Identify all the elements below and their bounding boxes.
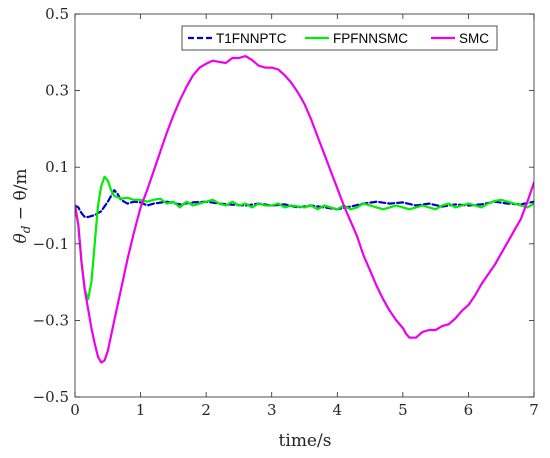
x-axis-label: time/s (279, 431, 332, 451)
y-axis-label-rest: − θ/m (11, 168, 31, 225)
x-tick-label: 7 (529, 401, 539, 419)
x-tick-label: 1 (136, 401, 146, 419)
legend-label-smc: SMC (459, 31, 489, 46)
series-line-fpfnnsmc (75, 175, 534, 301)
x-tick-label: 2 (201, 401, 211, 419)
y-axis-label: θd − θ/m (11, 168, 33, 243)
y-tick-label: 0.3 (45, 82, 69, 100)
x-tick-label: 0 (70, 401, 80, 419)
y-axis-label-theta: θ (11, 233, 31, 243)
y-tick-label: −0.1 (33, 235, 69, 253)
y-tick-label: 0.1 (45, 158, 69, 176)
legend-label-t1fnnptc: T1FNNPTC (216, 31, 287, 46)
y-tick-label: 0.5 (45, 5, 69, 23)
y-tick-label: −0.3 (33, 311, 69, 329)
legend: T1FNNPTC FPFNNSMC SMC (181, 25, 498, 51)
y-tick-label: −0.5 (33, 388, 69, 406)
series-line-t1fnnptc (75, 189, 534, 219)
y-axis-label-subscript: d (19, 225, 33, 233)
plot-frame (74, 13, 535, 398)
x-tick-label: 6 (464, 401, 474, 419)
legend-label-fpfnnsmc: FPFNNSMC (333, 31, 408, 46)
x-tick-label: 3 (267, 401, 277, 419)
x-tick-label: 4 (333, 401, 343, 419)
x-tick-label: 5 (398, 401, 408, 419)
series-line-smc (75, 54, 534, 364)
